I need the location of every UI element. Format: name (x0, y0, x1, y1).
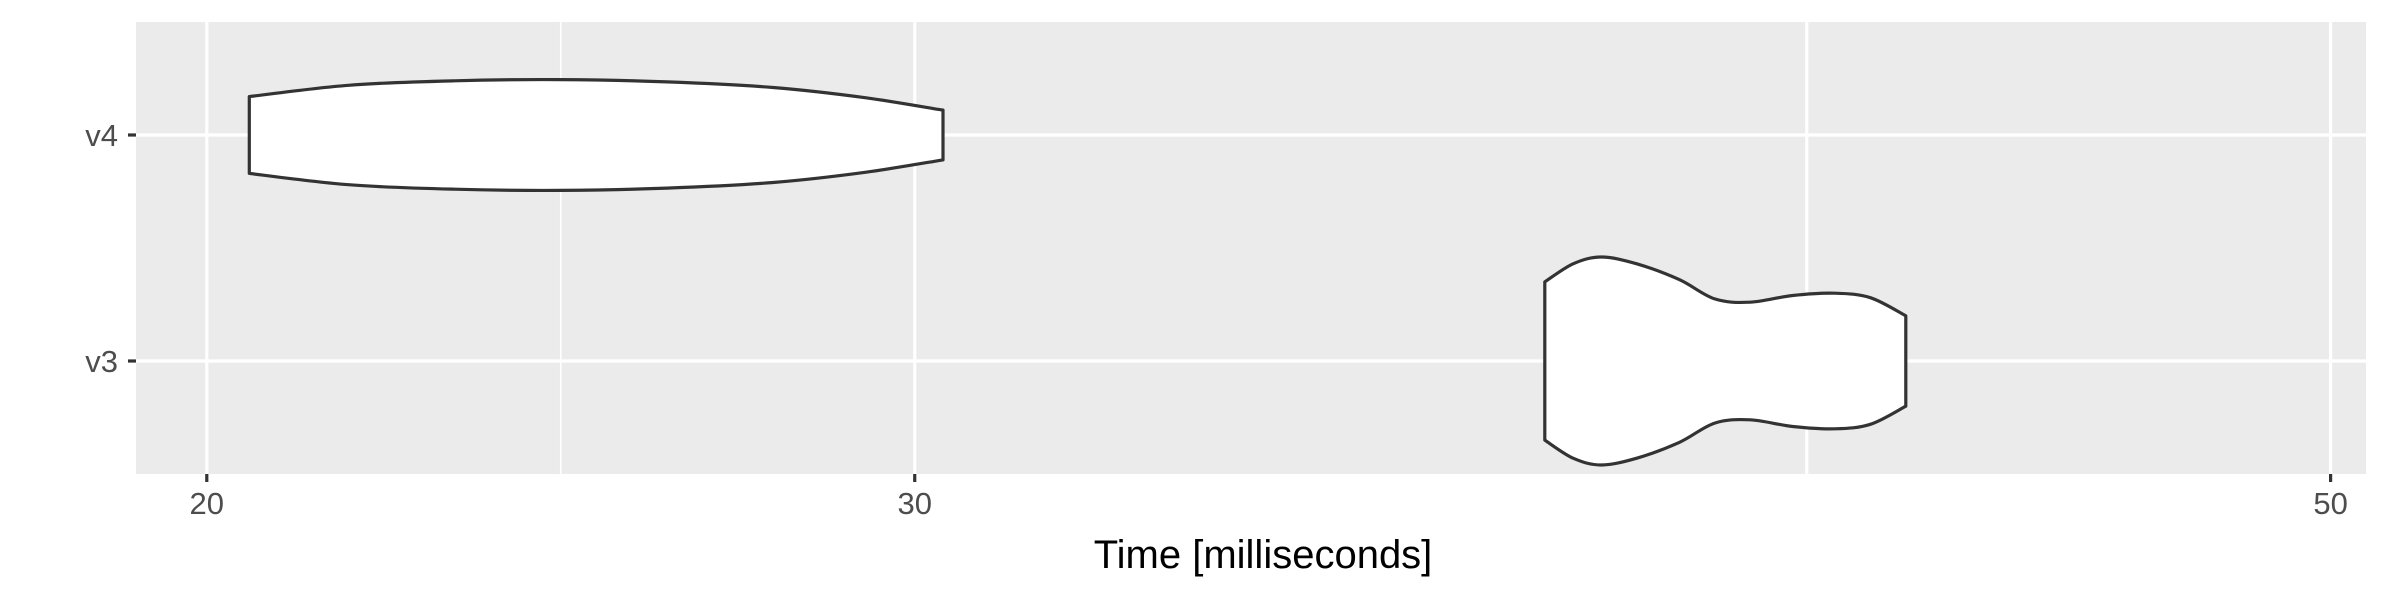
x-tick-label: 20 (190, 486, 224, 521)
violin-v3 (1543, 255, 1908, 467)
y-tick-label-v4: v4 (85, 118, 118, 153)
violin-layer (247, 77, 1908, 467)
x-axis-title: Time [milliseconds] (1094, 533, 1433, 577)
x-tick-label: 50 (2313, 486, 2347, 521)
violin-v4 (247, 77, 945, 193)
y-tick-label-v3: v3 (85, 344, 118, 379)
x-tick-label: 30 (897, 486, 931, 521)
axis-layer: 20 30 50 v3 v4 (85, 118, 2348, 521)
